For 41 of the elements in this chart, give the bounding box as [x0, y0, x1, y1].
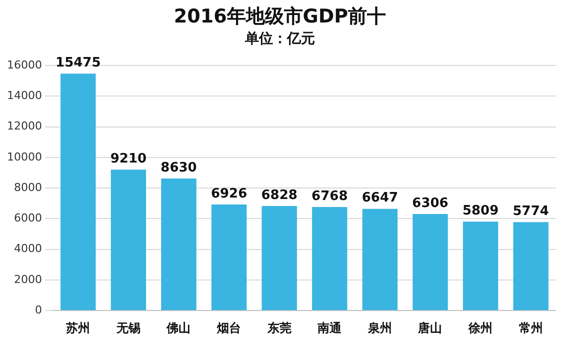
x-tick-label: 佛山 [166, 320, 191, 335]
bar [412, 214, 448, 310]
y-tick-label: 0 [34, 303, 42, 316]
x-tick-label: 苏州 [65, 320, 90, 335]
x-tick-label: 徐州 [468, 320, 493, 335]
bar [110, 170, 146, 310]
y-tick-label: 10000 [6, 150, 42, 164]
bar [362, 208, 398, 310]
y-tick-label: 4000 [14, 242, 42, 256]
data-label: 8630 [160, 160, 197, 176]
data-label: 6306 [412, 196, 448, 211]
chart-title: 2016年地级市GDP前十 [174, 5, 386, 28]
bar [161, 178, 196, 310]
chart-subtitle: 单位：亿元 [244, 30, 315, 47]
x-tick-label: 常州 [518, 320, 543, 335]
y-tick-label: 12000 [6, 120, 42, 133]
y-tick-label: 6000 [14, 212, 42, 225]
y-tick-label: 2000 [14, 272, 42, 286]
x-tick-label: 泉州 [366, 320, 392, 335]
x-tick-label: 唐山 [417, 320, 442, 335]
x-tick-label: 南通 [316, 320, 343, 335]
data-label: 15475 [56, 56, 101, 71]
bar [60, 74, 96, 310]
bar [262, 206, 297, 310]
bar [462, 222, 498, 310]
data-label: 6926 [210, 186, 248, 202]
x-tick-label: 烟台 [216, 320, 242, 335]
data-label: 6768 [312, 188, 348, 204]
data-label: 6828 [261, 188, 298, 203]
y-tick-label: 8000 [14, 180, 42, 194]
data-label: 5809 [462, 204, 499, 219]
bar [513, 222, 548, 310]
data-label: 9210 [110, 151, 147, 166]
bar [312, 206, 348, 310]
bar [211, 204, 247, 310]
x-tick-label: 东莞 [266, 320, 292, 335]
y-tick-label: 16000 [6, 58, 42, 72]
data-label: 5774 [512, 204, 549, 220]
data-label: 6647 [362, 190, 398, 206]
y-tick-label: 14000 [6, 89, 42, 102]
x-tick-label: 无锡 [115, 320, 140, 335]
